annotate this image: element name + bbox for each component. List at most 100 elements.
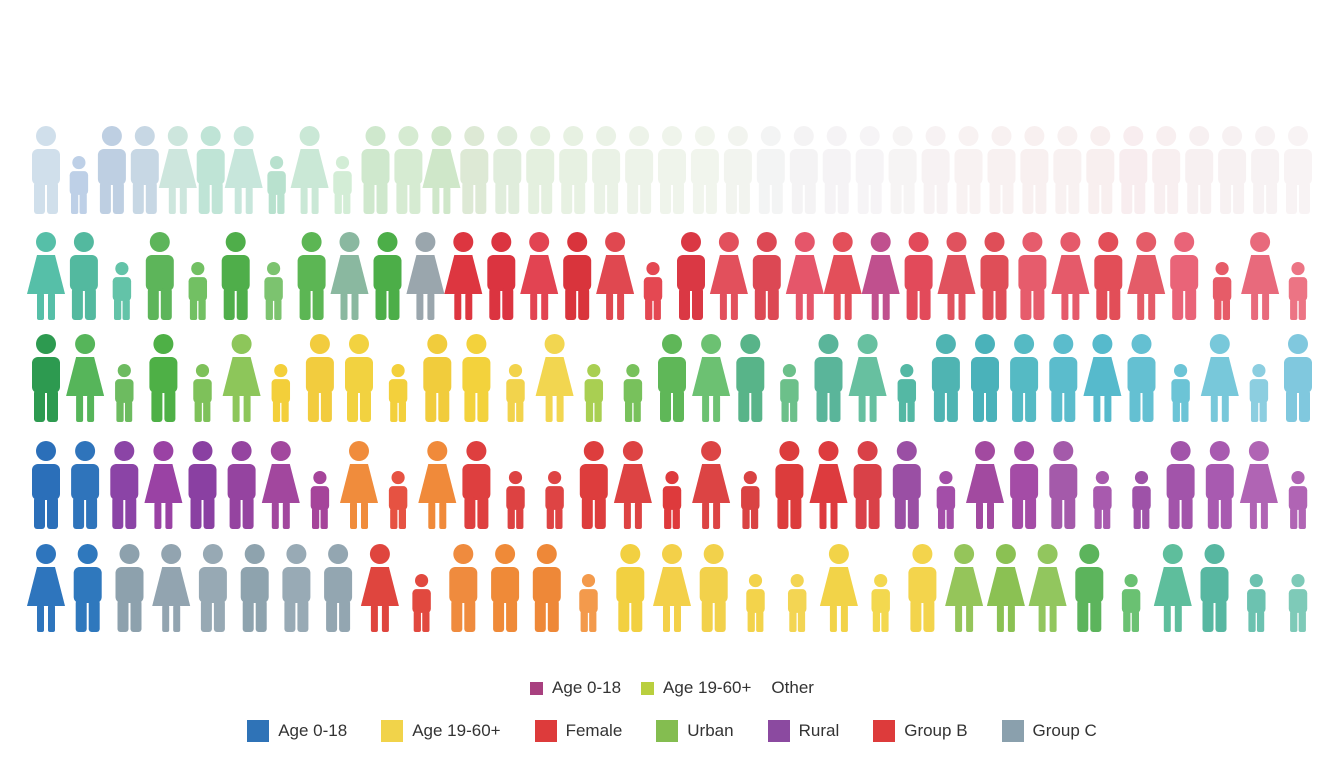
person-male-icon — [690, 126, 719, 214]
person-male-icon — [462, 334, 491, 422]
person-male-icon — [904, 232, 933, 320]
person-child-icon — [1288, 574, 1308, 632]
person-male-icon — [71, 441, 100, 529]
person-male-icon — [221, 232, 250, 320]
person-male-icon — [305, 334, 334, 422]
person-female-icon — [848, 334, 887, 422]
legend-swatch — [530, 681, 544, 695]
person-female-icon — [1241, 232, 1280, 320]
person-female-icon — [819, 544, 858, 632]
person-female-icon — [444, 232, 483, 320]
person-male-icon — [110, 441, 139, 529]
legend-label: Group C — [1032, 721, 1097, 740]
person-male-icon — [723, 126, 752, 214]
legend-swatch — [1001, 720, 1024, 742]
person-female-icon — [27, 232, 65, 320]
person-male-icon — [532, 544, 561, 632]
person-child-icon — [193, 364, 212, 422]
person-male-icon — [1152, 126, 1181, 214]
legend-label: Urban — [687, 721, 734, 740]
person-child-icon — [112, 262, 132, 320]
person-male-icon — [282, 544, 311, 632]
person-male-icon — [345, 334, 373, 422]
person-male-icon — [855, 126, 884, 214]
person-child-icon — [1212, 262, 1232, 320]
person-male-icon — [921, 126, 950, 214]
person-male-icon — [361, 126, 390, 214]
person-male-icon — [888, 126, 917, 214]
person-male-icon — [892, 441, 921, 529]
person-male-icon — [526, 126, 555, 214]
person-child-icon — [746, 574, 765, 632]
person-male-icon — [1094, 232, 1123, 320]
person-male-icon — [1053, 126, 1082, 214]
legend-swatch — [381, 720, 404, 742]
legend-bottom: Age 0-18 Age 19-60+ Female Urban Rural Group … — [0, 718, 1344, 744]
person-child-icon — [584, 364, 604, 422]
person-male-icon — [1127, 334, 1156, 422]
legend-item: Female — [534, 720, 623, 742]
person-female-icon — [966, 441, 1004, 529]
person-child-icon — [780, 364, 799, 422]
person-female-icon — [144, 441, 183, 529]
legend-swatch — [247, 720, 270, 742]
person-child-icon — [662, 471, 682, 529]
person-child-icon — [1171, 364, 1190, 422]
person-male-icon — [908, 544, 937, 632]
person-male-icon — [699, 544, 728, 632]
person-female-icon — [1083, 334, 1122, 422]
legend-swatch — [873, 720, 896, 742]
person-male-icon — [373, 232, 402, 320]
person-female-icon — [613, 441, 652, 529]
person-female-icon — [653, 544, 691, 632]
person-child-icon — [506, 471, 525, 529]
person-female-icon — [785, 232, 824, 320]
legend-item: Other — [771, 678, 814, 698]
person-female-icon — [158, 126, 197, 214]
person-child-icon — [936, 471, 956, 529]
legend-label: Female — [565, 721, 623, 740]
person-female-icon — [535, 334, 574, 422]
person-male-icon — [493, 126, 522, 214]
person-child-icon — [264, 262, 283, 320]
person-child-icon — [1132, 471, 1151, 529]
row-4 — [32, 441, 1308, 529]
person-male-icon — [1251, 126, 1280, 214]
person-child-icon — [333, 156, 352, 214]
person-male-icon — [32, 334, 60, 422]
person-male-icon — [1284, 334, 1312, 422]
person-female-icon — [1153, 544, 1192, 632]
legend-item: Group C — [1001, 720, 1097, 742]
person-male-icon — [563, 232, 592, 320]
person-child-icon — [188, 262, 208, 320]
person-female-icon — [692, 334, 731, 422]
person-male-icon — [149, 334, 178, 422]
person-female-icon — [27, 544, 65, 632]
person-child-icon — [741, 471, 760, 529]
legend-swatch — [534, 720, 557, 742]
person-male-icon — [1010, 334, 1039, 422]
person-male-icon — [297, 232, 326, 320]
legend-swatch — [641, 681, 655, 695]
person-male-icon — [822, 126, 851, 214]
person-child-icon — [1121, 574, 1141, 632]
person-male-icon — [1049, 334, 1078, 422]
person-male-icon — [423, 334, 452, 422]
person-male-icon — [1170, 232, 1199, 320]
person-female-icon — [861, 232, 900, 320]
person-child-icon — [506, 364, 525, 422]
person-male-icon — [971, 334, 999, 422]
row-2 — [27, 232, 1308, 320]
person-male-icon — [775, 441, 804, 529]
person-male-icon — [1218, 126, 1247, 214]
person-female-icon — [360, 544, 399, 632]
person-male-icon — [1119, 126, 1148, 214]
legend-swatch — [767, 720, 790, 742]
person-child-icon — [388, 364, 408, 422]
legend-label: Age 19-60+ — [663, 678, 752, 697]
row-1 — [32, 126, 1312, 214]
person-female-icon — [1051, 232, 1090, 320]
person-male-icon — [1018, 232, 1047, 320]
legend-item: Urban — [656, 720, 734, 742]
row-3 — [32, 334, 1312, 422]
